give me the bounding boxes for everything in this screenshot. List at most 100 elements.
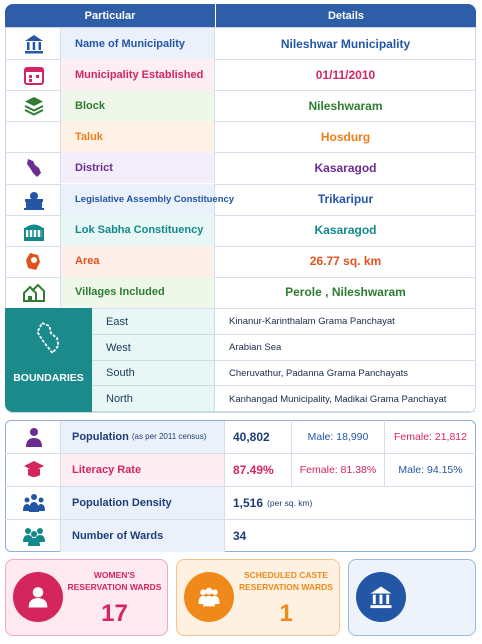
icon xyxy=(25,35,43,54)
row-label-bg xyxy=(60,28,215,60)
row-value: Nileshwaram xyxy=(308,98,383,113)
row-label-bg xyxy=(60,59,215,91)
row-value: Trikaripur xyxy=(317,192,374,207)
row-label: Villages Included xyxy=(75,286,165,299)
icon xyxy=(31,131,37,138)
icon xyxy=(23,494,45,512)
row-label: Block xyxy=(75,99,105,112)
row-label: Name of Municipality xyxy=(75,37,186,50)
card-title: WOMEN'S xyxy=(93,570,136,580)
row-line xyxy=(5,183,476,185)
stat-label: Number of Wards xyxy=(72,519,225,552)
row-line xyxy=(5,59,476,61)
stat-label-bg xyxy=(60,454,225,486)
row-label: Lok Sabha Constituency xyxy=(75,224,204,237)
row-line xyxy=(5,276,476,278)
stat-label-bg xyxy=(60,520,225,552)
boundary-direction: West xyxy=(106,341,131,354)
row-label-bg xyxy=(60,245,215,277)
icon xyxy=(23,528,45,546)
text: 40,802 xyxy=(233,429,270,444)
icon xyxy=(28,587,48,608)
stat-label: Population Density xyxy=(72,486,225,519)
row-value: 01/11/2010 xyxy=(315,67,376,82)
row-line xyxy=(5,245,476,247)
row-value: Nileshwar Municipality xyxy=(280,36,411,51)
row-line xyxy=(215,385,476,387)
icon xyxy=(26,428,42,447)
row-label-bg xyxy=(60,214,215,246)
row-label-bg xyxy=(60,183,215,215)
icon xyxy=(24,67,44,86)
icon xyxy=(36,321,60,355)
text: 87.49% xyxy=(233,462,274,477)
text: (as per 2011 census) xyxy=(131,432,207,441)
card-title: RESERVATION WARDS xyxy=(239,582,333,592)
row-label-bg xyxy=(60,121,215,153)
direction-bg xyxy=(92,309,215,335)
row-value: Kasaragod xyxy=(314,160,377,175)
stat-extra: Female: 21,812 xyxy=(394,430,467,443)
icon xyxy=(198,587,220,607)
stat-divider xyxy=(291,453,292,486)
icon xyxy=(24,97,44,116)
icon xyxy=(24,224,44,241)
stat-value: 1,516 (per sq. km) xyxy=(233,486,383,519)
row-line xyxy=(5,307,476,309)
text: Population xyxy=(72,430,129,443)
boundary-value: Kinanur-Karinthalam Grama Panchayat xyxy=(229,316,395,328)
stat-extra: Male: 18,990 xyxy=(307,430,369,443)
row-label-bg xyxy=(60,90,215,122)
row-line xyxy=(215,411,476,413)
boundary-direction: East xyxy=(106,315,129,328)
icon xyxy=(23,283,45,302)
row-line xyxy=(215,333,476,335)
icon xyxy=(370,586,392,609)
row-line xyxy=(5,453,476,454)
boundary-direction: South xyxy=(106,367,135,380)
row-label-bg xyxy=(60,276,215,308)
stat-label-bg xyxy=(60,421,225,453)
row-label: Municipality Established xyxy=(75,68,204,81)
stat-extra: Female: 81.38% xyxy=(299,463,377,476)
boundary-value: Kanhangad Municipality, Madikai Grama Pa… xyxy=(229,393,447,405)
direction-bg xyxy=(92,334,215,361)
boundaries-title: BOUNDARIES xyxy=(13,372,84,384)
header-bar xyxy=(5,4,476,27)
stat-value: 34 xyxy=(233,519,383,552)
row-line xyxy=(5,121,476,123)
row-line xyxy=(5,152,476,154)
row-line xyxy=(5,486,476,487)
boundary-value: Cheruvathur, Padanna Grama Panchayats xyxy=(229,367,409,379)
stat-divider xyxy=(384,420,385,453)
row-label: Taluk xyxy=(75,130,103,143)
row-line xyxy=(5,519,476,520)
card-title: SCHEDULED CASTE xyxy=(243,570,329,580)
stat-label: Literacy Rate xyxy=(72,453,225,486)
row-label: Area xyxy=(75,255,100,268)
text: Number of Wards xyxy=(72,529,164,542)
direction-bg xyxy=(92,360,215,387)
text: (per sq. km) xyxy=(267,497,313,508)
table-frame xyxy=(5,27,476,413)
boundary-value: Arabian Sea xyxy=(229,342,282,354)
stat-value: 40,802 xyxy=(233,420,383,453)
direction-bg xyxy=(92,386,215,413)
icon xyxy=(24,461,44,477)
stat-value: 87.49% xyxy=(233,453,383,486)
stat-extra: Male: 94.15% xyxy=(398,463,463,476)
icon xyxy=(26,252,40,270)
row-line xyxy=(215,359,476,361)
row-value: Kasaragod xyxy=(314,223,377,238)
stat-label-bg xyxy=(60,487,225,519)
row-value: Perole , Nileshwaram xyxy=(285,285,406,300)
icon xyxy=(24,191,44,210)
row-line xyxy=(5,90,476,92)
row-label: District xyxy=(75,161,113,174)
stat-divider xyxy=(384,453,385,486)
row-value: 26.77 sq. km xyxy=(309,254,382,269)
header-particular: Particular xyxy=(84,9,136,22)
card-value: 1 xyxy=(279,600,293,627)
icon xyxy=(27,159,41,178)
